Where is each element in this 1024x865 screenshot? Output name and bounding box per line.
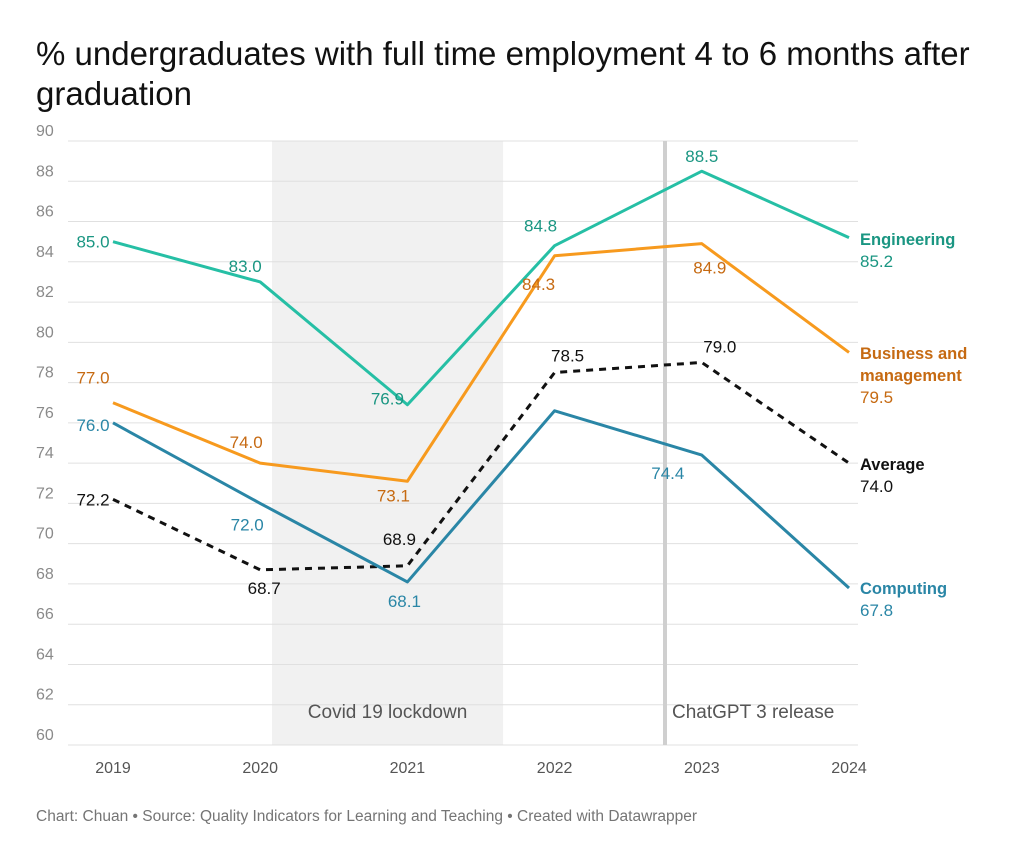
data-label: 77.0 [76, 369, 109, 388]
chart-footer: Chart: Chuan • Source: Quality Indicator… [36, 808, 698, 825]
y-tick-label: 70 [36, 526, 54, 543]
data-label: 72.2 [76, 490, 109, 509]
data-label: 83.0 [229, 257, 262, 276]
y-tick-label: 82 [36, 284, 54, 301]
series-name-label: Computing [860, 580, 947, 598]
series-line-computing [112, 409, 851, 590]
series-end-value: 79.5 [860, 388, 893, 407]
series-name-label: Average [860, 456, 925, 474]
y-tick-label: 66 [36, 606, 54, 623]
data-label: 79.0 [703, 337, 736, 356]
data-label: 78.5 [551, 347, 584, 366]
y-tick-label: 62 [36, 687, 54, 704]
series-name-label: management [860, 367, 962, 385]
y-tick-label: 74 [36, 445, 54, 462]
data-label: 85.0 [76, 233, 109, 252]
data-label: 76.9 [371, 390, 404, 409]
data-label: 84.3 [522, 275, 555, 294]
data-label: 74.0 [230, 433, 263, 452]
series-line-business-and-management [112, 242, 850, 483]
series-name-label: Business and [860, 345, 967, 363]
x-tick-label: 2023 [684, 760, 720, 777]
data-label: 88.5 [685, 147, 718, 166]
y-tick-label: 86 [36, 204, 54, 221]
data-label: 84.9 [693, 259, 726, 278]
y-tick-label: 76 [36, 405, 54, 422]
x-tick-label: 2020 [242, 760, 278, 777]
data-label: 72.0 [231, 515, 264, 534]
series-line-average [112, 360, 850, 572]
y-tick-label: 78 [36, 365, 54, 382]
chatgpt-release-label: ChatGPT 3 release [672, 702, 834, 723]
y-tick-label: 84 [36, 244, 54, 261]
y-tick-label: 90 [36, 123, 54, 140]
series-end-value: 67.8 [860, 601, 893, 620]
x-tick-label: 2021 [390, 760, 426, 777]
x-tick-label: 2024 [831, 760, 867, 777]
y-tick-label: 64 [36, 646, 54, 663]
data-label: 73.1 [377, 486, 410, 505]
series-name-label: Engineering [860, 231, 955, 249]
x-tick-label: 2022 [537, 760, 573, 777]
y-tick-label: 60 [36, 727, 54, 744]
data-label: 68.9 [383, 530, 416, 549]
y-tick-label: 68 [36, 566, 54, 583]
x-tick-label: 2019 [95, 760, 131, 777]
data-label: 74.4 [651, 464, 684, 483]
y-tick-label: 80 [36, 324, 54, 341]
series-line-engineering [112, 169, 850, 407]
y-tick-label: 72 [36, 485, 54, 502]
series-end-value: 74.0 [860, 477, 893, 496]
data-label: 76.0 [76, 416, 109, 435]
data-label: 68.1 [388, 592, 421, 611]
series-end-value: 85.2 [860, 252, 893, 271]
y-tick-label: 88 [36, 163, 54, 180]
data-label: 84.8 [524, 217, 557, 236]
covid-lockdown-label: Covid 19 lockdown [308, 702, 467, 723]
data-label: 68.7 [248, 579, 281, 598]
covid-lockdown-band [271, 141, 504, 745]
chart-title: % undergraduates with full time employme… [36, 35, 970, 112]
